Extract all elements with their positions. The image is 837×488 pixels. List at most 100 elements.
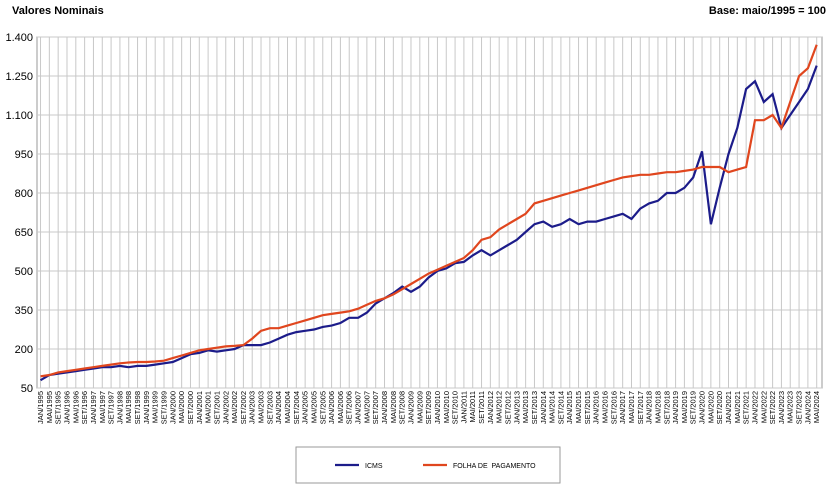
x-tick-label: JAN/2021 xyxy=(724,391,733,424)
x-tick-label: SET/2005 xyxy=(318,391,327,424)
x-tick-label: JAN/2008 xyxy=(380,391,389,424)
x-tick-label: SET/2016 xyxy=(609,391,618,424)
x-tick-label: SET/1998 xyxy=(133,391,142,424)
x-tick-label: MAI/2020 xyxy=(706,391,715,423)
x-tick-label: MAI/2000 xyxy=(177,391,186,423)
y-tick-label: 1.250 xyxy=(5,71,33,83)
x-tick-label: MAI/2012 xyxy=(495,391,504,423)
x-tick-label: JAN/1996 xyxy=(62,391,71,424)
chart-subtitle: Base: maio/1995 = 100 xyxy=(709,5,826,17)
x-tick-label: SET/2001 xyxy=(212,391,221,424)
x-tick-label: JAN/2001 xyxy=(195,391,204,424)
x-tick-label: JAN/1998 xyxy=(115,391,124,424)
x-tick-label: MAI/2011 xyxy=(468,391,477,423)
x-tick-label: SET/2018 xyxy=(662,391,671,424)
x-tick-label: MAI/2010 xyxy=(442,391,451,423)
x-tick-label: JAN/1995 xyxy=(36,391,45,424)
x-tick-label: MAI/2021 xyxy=(733,391,742,423)
x-tick-label: MAI/1998 xyxy=(124,391,133,423)
x-tick-label: JAN/2002 xyxy=(221,391,230,424)
x-tick-label: SET/2020 xyxy=(715,391,724,424)
x-tick-label: SET/2002 xyxy=(239,391,248,424)
x-tick-label: MAI/2015 xyxy=(574,391,583,423)
y-tick-label: 350 xyxy=(15,305,33,317)
x-tick-label: SET/2006 xyxy=(345,391,354,424)
x-tick-label: JAN/2019 xyxy=(671,391,680,424)
x-tick-label: JAN/2000 xyxy=(168,391,177,424)
x-tick-label: JAN/2005 xyxy=(301,391,310,424)
x-tick-label: MAI/2023 xyxy=(786,391,795,423)
chart-title: Valores Nominais xyxy=(12,5,104,17)
legend-label: ICMS xyxy=(365,463,383,470)
x-tick-label: SET/2011 xyxy=(477,391,486,424)
x-tick-label: MAI/2002 xyxy=(230,391,239,423)
x-tick-label: MAI/2017 xyxy=(627,391,636,423)
x-tick-label: JAN/2015 xyxy=(565,391,574,424)
y-tick-label: 1.400 xyxy=(5,32,33,44)
y-tick-label: 50 xyxy=(21,383,33,395)
legend-label: FOLHA DE PAGAMENTO xyxy=(453,463,536,470)
x-tick-label: MAI/1999 xyxy=(151,391,160,423)
x-tick-label: MAI/2005 xyxy=(309,391,318,423)
x-tick-label: JAN/2011 xyxy=(459,391,468,423)
x-tick-label: JAN/1999 xyxy=(142,391,151,424)
x-tick-label: MAI/2003 xyxy=(257,391,266,423)
line-series xyxy=(39,65,818,382)
x-tick-label: MAI/2022 xyxy=(759,391,768,423)
x-tick-label: SET/2008 xyxy=(398,391,407,424)
x-tick-label: SET/2004 xyxy=(292,391,301,424)
x-tick-label: MAI/2019 xyxy=(680,391,689,423)
x-tick-label: JAN/2017 xyxy=(618,391,627,424)
x-tick-label: SET/2007 xyxy=(371,391,380,424)
x-tick-label: MAI/2013 xyxy=(521,391,530,423)
x-tick-label: SET/2014 xyxy=(556,391,565,424)
x-tick-label: SET/1996 xyxy=(80,391,89,424)
x-tick-label: SET/1997 xyxy=(107,391,116,424)
x-tick-label: SET/2015 xyxy=(583,391,592,424)
x-tick-label: SET/1999 xyxy=(160,391,169,424)
x-tick-label: SET/2003 xyxy=(265,391,274,424)
x-tick-label: MAI/2009 xyxy=(415,391,424,423)
x-tick-label: SET/2021 xyxy=(742,391,751,424)
x-tick-label: SET/2017 xyxy=(636,391,645,424)
x-tick-label: MAI/2018 xyxy=(653,391,662,423)
x-tick-label: JAN/2020 xyxy=(698,391,707,424)
y-tick-label: 500 xyxy=(15,266,33,278)
x-tick-label: MAI/2016 xyxy=(601,391,610,423)
x-tick-label: JAN/2016 xyxy=(592,391,601,424)
x-tick-label: JAN/2009 xyxy=(406,391,415,424)
x-tick-label: MAI/2001 xyxy=(204,391,213,423)
x-tick-label: MAI/1995 xyxy=(45,391,54,423)
x-tick-label: JAN/1997 xyxy=(89,391,98,424)
x-tick-label: MAI/2014 xyxy=(548,391,557,423)
x-tick-label: MAI/2024 xyxy=(812,391,821,423)
y-tick-label: 200 xyxy=(15,344,33,356)
x-tick-label: JAN/2013 xyxy=(512,391,521,424)
x-tick-label: MAI/2007 xyxy=(362,391,371,423)
y-tick-label: 650 xyxy=(15,227,33,239)
x-tick-label: SET/2023 xyxy=(795,391,804,424)
x-tick-label: JAN/2007 xyxy=(354,391,363,424)
x-tick-label: JAN/2024 xyxy=(803,391,812,424)
x-tick-label: JAN/2018 xyxy=(645,391,654,424)
x-tick-label: JAN/2022 xyxy=(750,391,759,424)
x-tick-label: SET/2022 xyxy=(768,391,777,424)
x-tick-label: JAN/2012 xyxy=(486,391,495,424)
x-tick-label: JAN/2004 xyxy=(274,391,283,424)
y-tick-label: 1.100 xyxy=(5,110,33,122)
x-tick-label: MAI/1996 xyxy=(71,391,80,423)
x-tick-label: MAI/2004 xyxy=(283,391,292,423)
y-tick-label: 800 xyxy=(15,188,33,200)
x-tick-label: SET/2010 xyxy=(451,391,460,424)
x-tick-label: JAN/2014 xyxy=(539,391,548,424)
legend-box xyxy=(295,446,561,484)
x-tick-label: JAN/2023 xyxy=(777,391,786,424)
x-tick-label: MAI/2008 xyxy=(389,391,398,423)
x-tick-label: MAI/1997 xyxy=(98,391,107,423)
line-series xyxy=(40,44,818,378)
x-tick-label: JAN/2003 xyxy=(248,391,257,424)
x-tick-label: SET/2012 xyxy=(504,391,513,424)
x-tick-label: JAN/2010 xyxy=(433,391,442,424)
x-tick-label: SET/2009 xyxy=(424,391,433,424)
